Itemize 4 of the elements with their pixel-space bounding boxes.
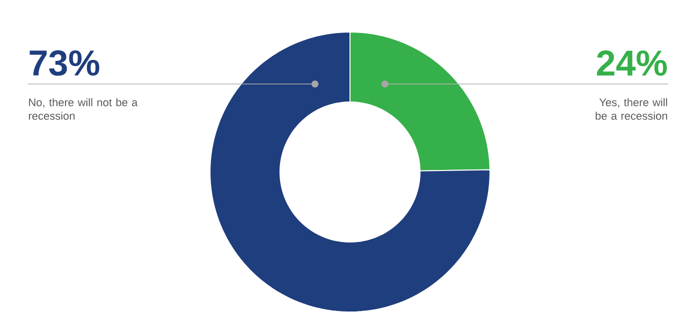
slice-label: No, there will not be a recession <box>28 98 138 120</box>
data-label: 73% <box>30 50 100 76</box>
slice-label: Yes, there will be a recession <box>596 98 668 120</box>
data-label: 24% <box>597 50 667 76</box>
